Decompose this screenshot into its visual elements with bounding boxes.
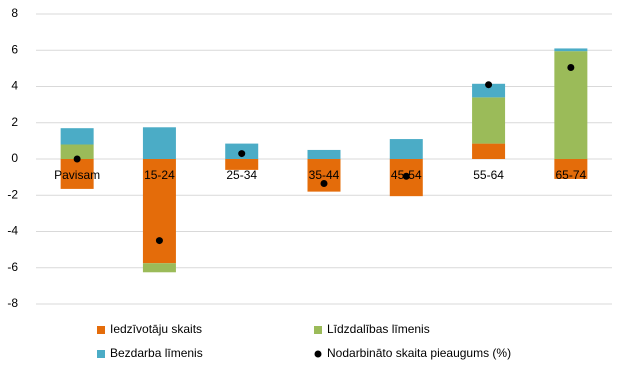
marker xyxy=(320,179,328,187)
legend-label: Līdzdalības līmenis xyxy=(327,322,430,336)
bar-segment xyxy=(554,159,588,179)
y-tick-label: -6 xyxy=(7,260,18,274)
bar-segment xyxy=(225,159,259,170)
legend-swatch xyxy=(97,326,105,334)
marker xyxy=(238,150,246,158)
bar-segment xyxy=(472,97,506,144)
y-tick-label: -4 xyxy=(7,224,18,238)
y-tick-label: 2 xyxy=(11,115,18,129)
y-tick-label: 6 xyxy=(11,42,18,56)
marker xyxy=(402,172,410,180)
marker xyxy=(485,81,493,89)
legend-swatch xyxy=(314,326,322,334)
bar-segment xyxy=(60,159,94,189)
bar-segment xyxy=(307,149,341,159)
x-tick-label: Pavisam xyxy=(54,168,100,182)
bar-segment xyxy=(60,144,94,159)
bar-segment xyxy=(389,139,423,159)
legend-swatch xyxy=(97,350,105,358)
legend-marker xyxy=(314,350,322,358)
legend-label: Bezdarba līmenis xyxy=(110,346,203,360)
bar-segment xyxy=(142,263,176,273)
marker xyxy=(567,63,575,71)
x-tick-label: 65-74 xyxy=(556,168,587,182)
bar-segment xyxy=(472,143,506,159)
bar-segment xyxy=(142,127,176,159)
y-tick-label: -8 xyxy=(7,296,18,310)
y-tick-label: 0 xyxy=(11,151,18,165)
bar-segment xyxy=(472,83,506,98)
marker xyxy=(73,155,81,163)
legend-label: Iedzīvotāju skaits xyxy=(110,322,202,336)
x-tick-label: 35-44 xyxy=(309,168,340,182)
bar-segment xyxy=(142,159,176,264)
y-tick-label: 4 xyxy=(11,79,18,93)
y-tick-label: -2 xyxy=(7,187,18,201)
marker xyxy=(155,237,163,245)
bar-segment xyxy=(60,128,94,145)
x-tick-label: 55-64 xyxy=(473,168,504,182)
x-tick-label: 25-34 xyxy=(226,168,257,182)
y-tick-label: 8 xyxy=(11,6,18,20)
x-tick-label: 15-24 xyxy=(144,168,175,182)
legend-label: Nodarbināto skaita pieaugums (%) xyxy=(327,346,511,360)
bar-segment xyxy=(554,48,588,52)
